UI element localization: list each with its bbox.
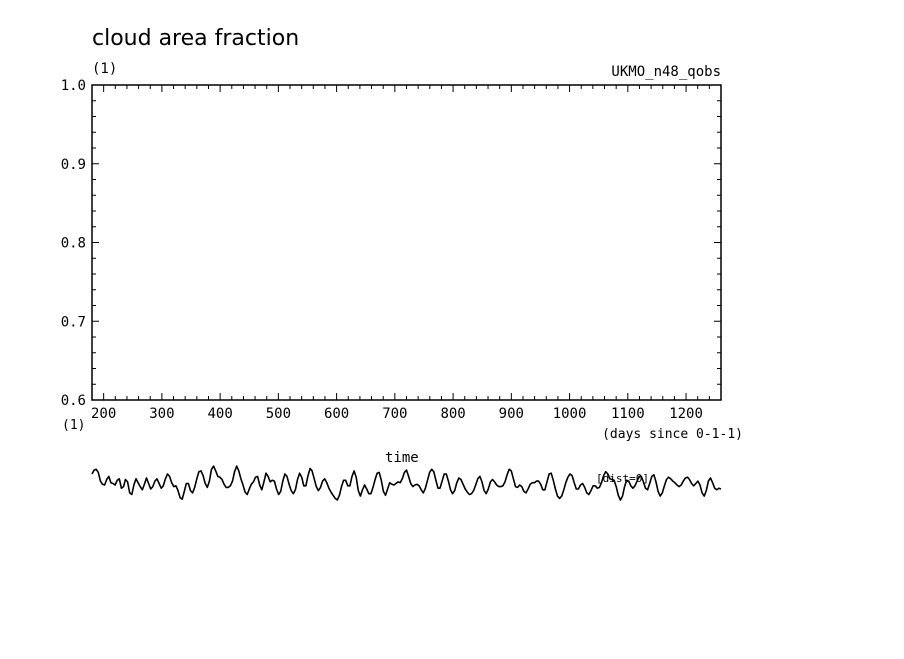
plot-frame	[91, 84, 722, 401]
y-tick-label: 0.8	[61, 236, 86, 252]
x-tick-label: 700	[382, 406, 407, 422]
overflow-dist-label: [dist=0]	[596, 472, 649, 485]
x-tick-label: 1100	[611, 406, 645, 422]
x-tick-label: 600	[324, 406, 349, 422]
x-tick-label: 500	[266, 406, 291, 422]
y-tick-label: 1.0	[61, 78, 86, 94]
axis-ticks: 200 300 400 500 600 700 800 900 1000 1100 1200 0.6 0…	[61, 78, 722, 422]
x-tick-label: 200	[91, 406, 116, 422]
data-layer	[91, 465, 722, 501]
x-tick-label: 1000	[553, 406, 587, 422]
x-tick-label: 900	[499, 406, 524, 422]
chart-title: cloud area fraction	[92, 26, 299, 51]
x-unit-label: (days since 0-1-1)	[602, 427, 743, 442]
y-tick-label: 0.9	[61, 157, 86, 173]
y-tick-label: 0.7	[61, 314, 86, 330]
x-tick-label: 1200	[669, 406, 703, 422]
y-tick-label: 0.6	[61, 393, 86, 409]
overflow-unit-label: (1)	[62, 418, 85, 433]
y-unit-label: (1)	[92, 61, 117, 77]
overflow-time-label: time	[385, 450, 419, 466]
x-tick-label: 300	[149, 406, 174, 422]
x-tick-label: 400	[207, 406, 232, 422]
model-label: UKMO_n48_qobs	[611, 64, 721, 80]
x-tick-label: 800	[440, 406, 465, 422]
series-line	[91, 465, 722, 501]
